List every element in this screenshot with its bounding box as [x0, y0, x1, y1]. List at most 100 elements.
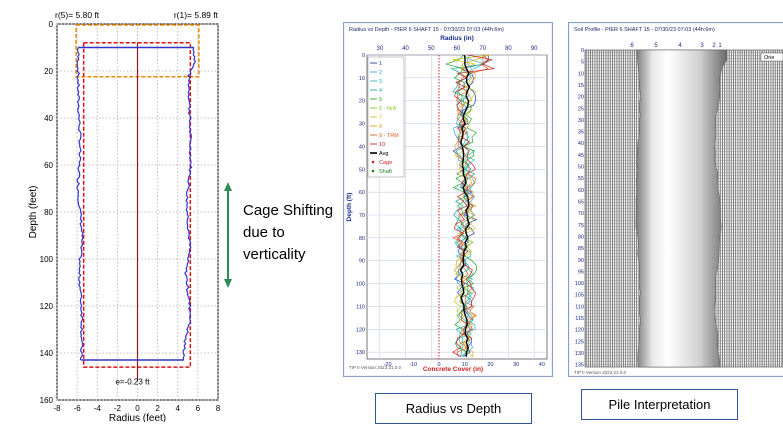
y-tick-label: 40	[578, 141, 584, 147]
y-tick-label: 55	[578, 176, 584, 182]
y-tick-label: 135	[575, 363, 584, 369]
y-tick-label: 10	[578, 71, 584, 77]
legend-label: 10	[379, 142, 385, 148]
caption-pile-interpretation-text: Pile Interpretation	[609, 397, 711, 412]
y-tick-label: 50	[359, 167, 365, 173]
x-tick-label: -2	[114, 404, 122, 413]
y-tick-label: 105	[575, 293, 584, 299]
side-label: Orie	[764, 55, 774, 61]
y-tick-label: 30	[359, 122, 365, 128]
y-tick-label: 0	[581, 48, 584, 54]
y-tick-label: 65	[578, 200, 584, 206]
y-tick-label: 100	[356, 282, 365, 288]
bottom-axis-title: Concrete Cover (in)	[423, 366, 483, 373]
x-axis-label: Radius (feet)	[109, 413, 166, 422]
x-tick-label: -8	[53, 404, 61, 413]
top-tick-label: 90	[531, 46, 538, 52]
bottom-tick-label: 30	[513, 362, 519, 368]
legend-label: 2	[379, 70, 382, 76]
bottom-tick-label: -10	[409, 362, 417, 368]
y-tick-label: 20	[578, 95, 584, 101]
x-tick-label: 4	[176, 404, 181, 413]
y-tick-label: 40	[359, 144, 365, 150]
top-label-left: r(5)= 5.80 ft	[55, 10, 100, 20]
window-title: Radius vs Depth - PIER 6 SHAFT 15 - 07/3…	[349, 27, 504, 33]
y-tick-label: 5	[581, 60, 584, 66]
y-tick-label: 85	[578, 246, 584, 252]
legend-label: 4	[379, 88, 382, 94]
y-tick-label: 30	[578, 118, 584, 124]
y-tick-label: 140	[40, 349, 54, 358]
legend-label: 1	[379, 61, 382, 67]
legend-label: 5	[379, 97, 382, 103]
legend-marker	[372, 170, 375, 173]
legend-label: Cage	[379, 160, 392, 166]
y-tick-label: 125	[575, 339, 584, 345]
legend-label: Shaft	[379, 169, 392, 175]
legend-label: 9 - TRM	[379, 133, 399, 139]
annotation-line-2: due to	[243, 222, 333, 244]
x-tick-label: 2	[155, 404, 160, 413]
legend-label: Avg	[379, 151, 388, 157]
y-tick-label: 120	[356, 327, 365, 333]
caption-radius-vs-depth-text: Radius vs Depth	[406, 401, 501, 416]
top-label-right: r(1)= 5.89 ft	[174, 10, 219, 20]
y-tick-label: 100	[575, 281, 584, 287]
top-tick-label: 70	[479, 46, 486, 52]
y-tick-label: 115	[575, 316, 584, 322]
y-tick-label: 10	[359, 76, 365, 82]
y-tick-label: 45	[578, 153, 584, 159]
y-tick-label: 20	[359, 99, 365, 105]
x-tick-label: -6	[74, 404, 82, 413]
legend-label: 7	[379, 115, 382, 121]
y-tick-label: 80	[359, 236, 365, 242]
soil-profile-window: Soil Profile - PIER 6 SHAFT 15 - 07/30/2…	[568, 22, 783, 377]
top-tick-label: 80	[505, 46, 512, 52]
y-tick-label: 90	[359, 259, 365, 265]
legend-marker	[372, 161, 375, 164]
top-axis-title: Radius (in)	[440, 35, 474, 42]
y-tick-label: 25	[578, 106, 584, 112]
x-tick-label: -4	[94, 404, 102, 413]
y-tick-label: 15	[578, 83, 584, 89]
y-tick-label: 60	[44, 161, 53, 170]
annotation-arrow	[220, 180, 240, 290]
y-tick-label: 80	[578, 234, 584, 240]
y-tick-label: 20	[44, 67, 53, 76]
y-tick-label: 160	[40, 396, 54, 405]
y-tick-label: 60	[578, 188, 584, 194]
y-tick-label: 120	[575, 328, 584, 334]
footer-text: TIP II Version 2022.21.0.0	[349, 365, 401, 370]
legend-label: 6 - N/A	[379, 106, 396, 112]
top-tick-label: 60	[454, 46, 461, 52]
y-tick-label: 50	[578, 165, 584, 171]
y-tick-label: 35	[578, 130, 584, 136]
y-tick-label: 80	[44, 208, 53, 217]
radius-depth-svg: Radius vs Depth - PIER 6 SHAFT 15 - 07/3…	[343, 22, 553, 377]
y-tick-label: 40	[44, 114, 53, 123]
window-title: Soil Profile - PIER 6 SHAFT 15 - 07/30/2…	[574, 27, 715, 33]
y-tick-label: 0	[362, 53, 365, 59]
y-axis-label: Depth (feet)	[28, 186, 39, 239]
top-tick-label: 40	[402, 46, 409, 52]
y-tick-label: 110	[575, 304, 584, 310]
y-tick-label: 0	[49, 20, 54, 29]
y-tick-label: 70	[578, 211, 584, 217]
y-tick-label: 130	[356, 350, 365, 356]
y-axis-title: Depth (ft)	[346, 193, 353, 222]
pile-shape	[636, 50, 727, 367]
x-tick-label: 8	[216, 404, 221, 413]
caption-pile-interpretation: Pile Interpretation	[581, 389, 738, 420]
footer-text: TIP II Version 2022.21.0.0	[574, 370, 626, 375]
legend-label: 3	[379, 79, 382, 85]
annotation-line-1: Cage Shifting	[243, 200, 333, 222]
y-tick-label: 110	[356, 304, 365, 310]
bottom-tick-label: 40	[539, 362, 545, 368]
radius-depth-window: Radius vs Depth - PIER 6 SHAFT 15 - 07/3…	[343, 22, 553, 377]
soil-profile-svg: Soil Profile - PIER 6 SHAFT 15 - 07/30/2…	[568, 22, 783, 377]
y-tick-label: 95	[578, 269, 584, 275]
eccentricity-label: e=-0.23 ft	[115, 378, 150, 387]
y-tick-label: 70	[359, 213, 365, 219]
